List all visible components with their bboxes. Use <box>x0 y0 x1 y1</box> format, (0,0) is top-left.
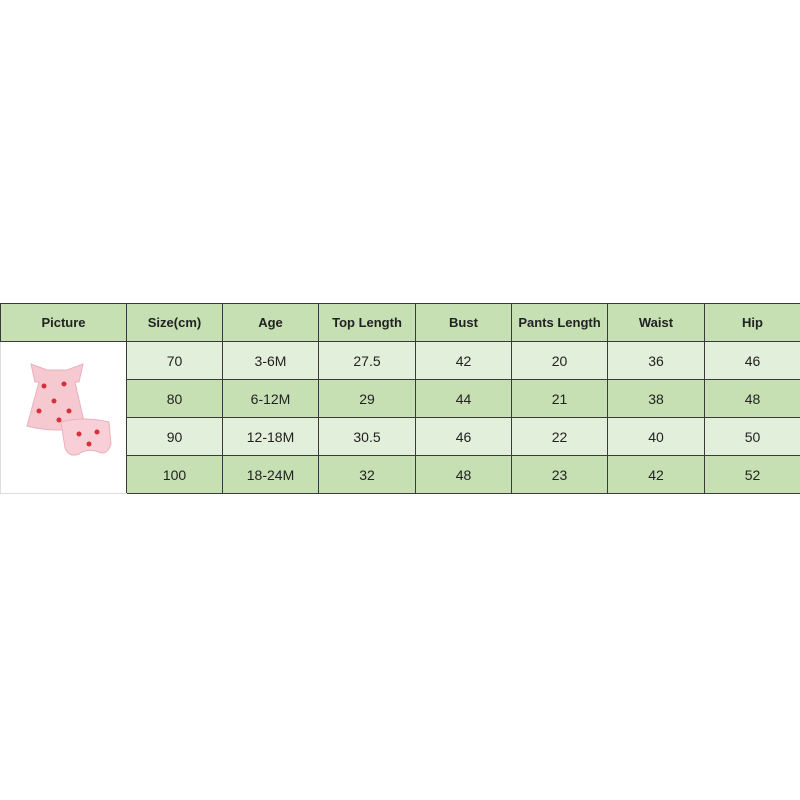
cell-waist: 36 <box>607 341 705 380</box>
cell-top-length: 30.5 <box>318 417 416 456</box>
table-row: 100 18-24M 32 48 23 42 52 <box>1 455 800 494</box>
cell-top-length: 29 <box>318 379 416 418</box>
size-chart-table: Picture Size(cm) Age Top Length Bust Pan… <box>0 303 800 494</box>
cell-bust: 42 <box>415 341 512 380</box>
product-picture <box>0 341 127 494</box>
cell-bust: 46 <box>415 417 512 456</box>
cell-waist: 40 <box>607 417 705 456</box>
cell-pants-length: 23 <box>511 455 608 494</box>
cell-hip: 46 <box>704 341 800 380</box>
cell-size: 70 <box>126 341 223 380</box>
cell-bust: 48 <box>415 455 512 494</box>
outfit-image-icon <box>25 363 112 456</box>
header-row: Picture Size(cm) Age Top Length Bust Pan… <box>0 303 800 342</box>
cell-size: 100 <box>126 455 223 494</box>
cell-hip: 48 <box>704 379 800 418</box>
cell-age: 12-18M <box>222 417 319 456</box>
table-row: 70 3-6M 27.5 42 20 36 46 <box>0 341 800 494</box>
cell-bust: 44 <box>415 379 512 418</box>
cell-size: 80 <box>126 379 223 418</box>
cell-hip: 52 <box>704 455 800 494</box>
cell-age: 6-12M <box>222 379 319 418</box>
header-picture: Picture <box>0 303 127 342</box>
cell-waist: 42 <box>607 455 705 494</box>
header-pants-length: Pants Length <box>511 303 608 342</box>
cell-pants-length: 20 <box>511 341 608 380</box>
header-hip: Hip <box>704 303 800 342</box>
cell-waist: 38 <box>607 379 705 418</box>
header-bust: Bust <box>415 303 512 342</box>
header-age: Age <box>222 303 319 342</box>
cell-age: 18-24M <box>222 455 319 494</box>
cell-pants-length: 22 <box>511 417 608 456</box>
cell-pants-length: 21 <box>511 379 608 418</box>
header-size: Size(cm) <box>126 303 223 342</box>
table-row: 80 6-12M 29 44 21 38 48 <box>1 379 800 418</box>
header-top-length: Top Length <box>318 303 416 342</box>
cell-age: 3-6M <box>222 341 319 380</box>
cell-top-length: 27.5 <box>318 341 416 380</box>
cell-hip: 50 <box>704 417 800 456</box>
cell-top-length: 32 <box>318 455 416 494</box>
header-waist: Waist <box>607 303 705 342</box>
table-row: 90 12-18M 30.5 46 22 40 50 <box>1 417 800 456</box>
cell-size: 90 <box>126 417 223 456</box>
